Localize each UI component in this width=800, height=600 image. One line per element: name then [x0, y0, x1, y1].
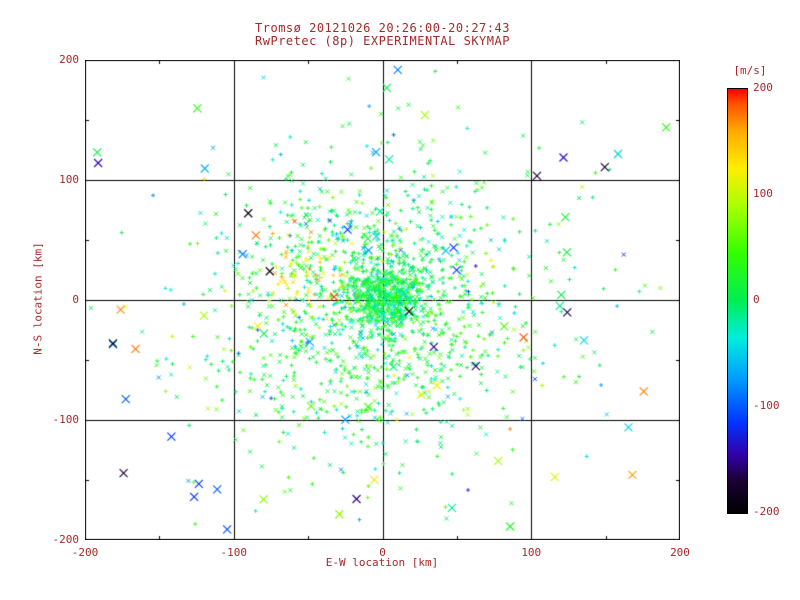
x-tick-label: -200: [71, 546, 99, 559]
y-tick-label: -200: [52, 533, 80, 546]
colorbar-tick-label: 0: [753, 293, 760, 306]
plot-title: Tromsø 20121026 20:26:00-20:27:43: [255, 21, 510, 35]
x-tick-label: 0: [379, 546, 386, 559]
skymap-canvas: [85, 60, 680, 540]
x-axis-label: E-W location [km]: [325, 556, 439, 569]
x-tick-label: 200: [670, 546, 690, 559]
y-tick-label: 100: [59, 173, 79, 186]
colorbar-unit-label: [m/s]: [733, 64, 767, 77]
y-tick-label: -100: [52, 413, 80, 426]
colorbar-tick-label: 200: [753, 81, 773, 94]
colorbar-gradient: [728, 89, 747, 513]
x-tick-label: -100: [220, 546, 248, 559]
y-tick-label: 200: [59, 53, 79, 66]
plot-subtitle: RwPretec (8p) EXPERIMENTAL SKYMAP: [255, 34, 510, 48]
colorbar-tick-label: -200: [753, 505, 780, 518]
colorbar: [727, 88, 748, 514]
y-tick-label: 0: [72, 293, 79, 306]
colorbar-tick-label: -100: [753, 399, 780, 412]
colorbar-tick-label: 100: [753, 187, 773, 200]
x-tick-label: 100: [521, 546, 542, 559]
